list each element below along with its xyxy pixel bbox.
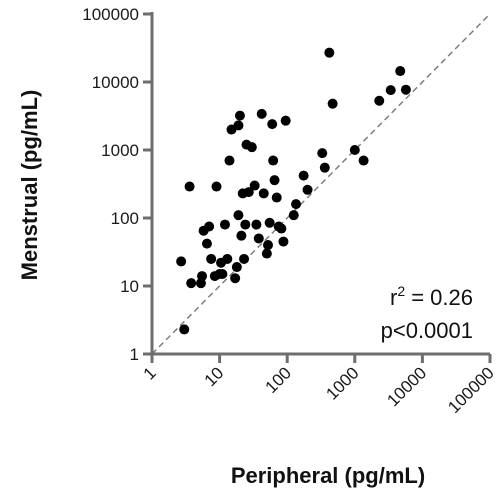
data-point: [298, 170, 309, 181]
y-tick-label: 100: [111, 209, 139, 228]
data-point: [374, 95, 385, 106]
data-point: [268, 155, 279, 166]
data-point: [231, 262, 242, 273]
data-point: [395, 66, 406, 77]
x-tick-label: 100: [262, 363, 295, 396]
data-point: [258, 188, 269, 199]
data-point: [186, 278, 197, 289]
y-tick-label: 10: [120, 277, 139, 296]
data-point: [385, 85, 396, 96]
data-point: [264, 217, 275, 228]
data-point: [253, 233, 264, 244]
p-value-annotation: p<0.0001: [381, 318, 473, 343]
r-squared-superscript: 2: [397, 283, 405, 299]
data-point: [251, 219, 262, 230]
data-point: [319, 162, 330, 173]
data-point: [269, 175, 280, 186]
x-tick-label: 1: [140, 363, 160, 383]
data-point: [324, 47, 335, 58]
data-point: [263, 240, 274, 251]
x-axis-title: Peripheral (pg/mL): [231, 463, 425, 488]
data-point: [217, 269, 228, 280]
data-point: [349, 145, 360, 155]
data-point: [267, 119, 278, 130]
x-tick-label: 100000: [444, 363, 497, 417]
data-point: [291, 199, 302, 210]
y-tick-label: 1000: [101, 141, 139, 160]
y-tick-label: 10000: [92, 73, 139, 92]
data-point: [230, 273, 241, 284]
axes: [150, 12, 490, 356]
data-point: [197, 271, 208, 282]
x-ticks: 1 10 100 1000 10000 100000: [140, 354, 497, 417]
data-point: [288, 210, 299, 221]
data-point: [176, 256, 187, 267]
data-point: [179, 324, 190, 335]
data-point: [211, 181, 222, 192]
r-squared-prefix: r: [390, 285, 397, 310]
data-point: [239, 253, 250, 264]
data-point: [219, 219, 230, 230]
y-tick-label: 100000: [82, 5, 139, 24]
data-point: [222, 253, 233, 264]
r-squared-annotation: r2 = 0.26: [390, 283, 473, 310]
x-tick-label: 10: [201, 363, 228, 390]
x-tick-label: 10000: [383, 363, 430, 410]
data-point: [184, 181, 195, 192]
data-point: [234, 110, 245, 121]
data-point: [358, 155, 369, 166]
data-point: [317, 148, 328, 159]
data-point: [261, 248, 272, 259]
data-point: [224, 155, 235, 166]
y-axis-title: Menstrual (pg/mL): [17, 90, 42, 281]
data-point: [249, 180, 260, 191]
data-point: [233, 120, 244, 131]
data-point: [276, 223, 287, 234]
data-point: [256, 108, 267, 119]
data-point: [280, 115, 291, 126]
data-point: [246, 142, 257, 153]
data-point: [233, 210, 244, 221]
data-points: [176, 47, 411, 335]
data-point: [278, 236, 289, 247]
data-point: [204, 221, 215, 232]
data-point: [271, 192, 282, 203]
data-point: [240, 219, 251, 230]
data-point: [206, 253, 217, 264]
y-ticks: 1 10 100 1000 10000 100000: [82, 5, 152, 364]
y-tick-label: 1: [130, 345, 139, 364]
data-point: [236, 230, 247, 241]
data-point: [243, 187, 254, 198]
r-squared-value: = 0.26: [405, 285, 473, 310]
data-point: [327, 98, 338, 109]
data-point: [302, 184, 313, 195]
x-tick-label: 1000: [322, 363, 362, 403]
data-point: [201, 238, 212, 249]
data-point: [400, 84, 411, 95]
